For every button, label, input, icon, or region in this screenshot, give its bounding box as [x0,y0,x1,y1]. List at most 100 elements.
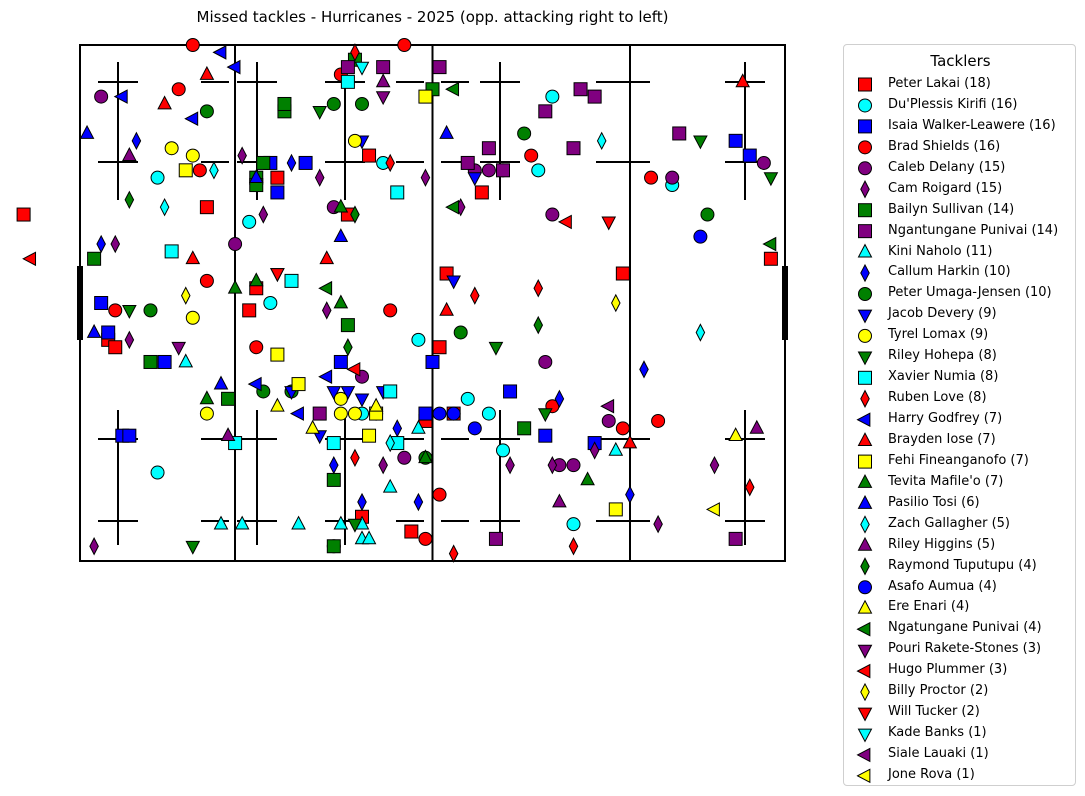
tackle-point-28-1 [346,362,361,377]
tackle-point-29-0 [180,286,191,305]
series-8-markers [178,353,624,545]
tackle-point-16-0 [113,89,128,104]
tackle-point-9-1 [131,131,142,151]
tackle-point-26-3 [762,236,777,252]
tackle-point-5-3 [237,146,247,165]
legend-marker-8 [857,243,873,258]
tackle-point-17-1 [199,65,215,80]
legend-marker-31 [857,728,873,743]
series-7-markers [312,60,743,546]
tackle-point-0-5 [242,303,257,318]
tackle-point-3-10 [644,170,659,185]
series-9-markers [96,131,649,512]
tackle-point-15-2 [350,448,360,468]
tackle-point-14-4 [390,185,405,200]
tackle-point-7-7 [573,82,588,97]
tackle-point-19-4 [333,198,349,213]
tackle-point-1-0 [150,170,165,185]
legend-entry-30: Will Tucker (2) [888,704,980,720]
legend-entry-14: Xavier Numia (8) [888,369,999,385]
legend-title: Tacklers [930,52,991,70]
tackle-point-3-0 [185,38,200,52]
tackle-point-29-1 [611,293,621,313]
tackle-point-3-7 [397,38,412,52]
tackle-point-3-13 [432,487,447,502]
legend-marker-13 [857,351,873,366]
legend-entry-9: Callum Harkin (10) [888,264,1011,280]
legend-marker-26 [856,621,871,637]
legend-entry-22: Riley Higgins (5) [888,536,996,552]
tackle-point-13-4 [537,408,553,423]
tackle-point-5-1 [124,330,135,350]
legend-marker-21 [860,515,870,534]
tackle-point-6-12 [517,421,532,436]
tackle-point-5-5 [314,168,325,187]
legend-entry-23: Raymond Tuputupu (4) [888,557,1037,573]
tackle-point-7-2 [432,60,447,75]
tackle-point-20-3 [248,169,264,184]
legend-entry-0: Peter Lakai (18) [888,76,991,91]
legend-marker-3 [858,140,872,155]
tackle-point-17-3 [319,250,335,265]
tackle-point-11-3 [354,393,370,408]
legend-entry-4: Caleb Delany (15) [888,159,1006,175]
tackle-point-1-1 [242,214,257,229]
tackle-point-4-10 [538,354,553,369]
legend-marker-9 [860,263,870,283]
tackle-point-9-3 [329,455,339,475]
tackle-point-8-7 [213,515,229,530]
tackle-point-22-1 [220,427,236,442]
legend-entry-2: Isaia Walker-Leawere (16) [888,117,1056,133]
tackle-point-0-4 [270,170,285,185]
tackle-point-5-13 [653,514,663,534]
tackle-point-6-4 [256,155,271,170]
tackle-point-2-11 [538,428,553,443]
legend-marker-10 [858,287,872,301]
tackle-point-7-6 [566,141,581,156]
tackle-point-3-4 [108,303,123,318]
tackle-point-14-7 [383,384,398,399]
legend-entry-27: Pouri Rakete-Stones (3) [888,641,1042,657]
tackle-point-0-0 [16,207,31,222]
tackle-point-1-6 [460,391,475,406]
tackle-point-7-4 [481,141,496,156]
tackle-point-22-0 [122,147,137,161]
tackle-point-10-0 [143,303,158,318]
tackle-point-16-4 [247,376,262,392]
tackle-point-8-3 [361,530,377,545]
tackle-point-2-15 [122,428,137,443]
tackle-point-6-9 [340,318,355,333]
tackle-point-3-11 [651,413,666,428]
tackle-point-24-0 [432,406,447,421]
legend-entry-25: Ere Enari (4) [888,599,970,615]
series-17-markers [157,65,751,449]
tackle-point-5-14 [709,455,720,475]
tackle-point-15-7 [350,43,360,62]
tackle-point-2-3 [157,354,172,369]
legend-entries: Peter Lakai (18) Du'Plessis Kirifi (16) Is… [888,74,1058,786]
tackle-point-18-1 [270,347,285,362]
series-29-markers [180,286,621,313]
tackle-point-21-4 [385,433,395,453]
tackle-point-19-6 [580,471,595,486]
tackle-point-3-5 [249,340,264,355]
legend-marker-30 [857,707,873,722]
series-30-markers [270,216,617,283]
legend-entry-10: Peter Umaga-Jensen (10) [888,285,1052,301]
tackle-point-6-6 [326,539,341,554]
tackle-point-5-12 [589,441,600,460]
tackle-point-0-15 [615,266,630,281]
tackle-point-2-6 [298,155,313,170]
tackle-point-7-0 [340,60,355,75]
tackle-point-9-6 [413,492,424,512]
tackle-point-16-1 [184,111,199,127]
series-33-markers [705,502,720,517]
tackle-point-12-4 [333,406,348,421]
tackle-point-23-2 [343,338,353,357]
legend-marker-4 [858,161,872,176]
tackle-point-17-5 [622,434,638,449]
tackle-point-2-1 [101,325,116,340]
tackle-point-5-10 [505,455,515,475]
chart-title: Missed tackles - Hurricanes - 2025 (opp.… [196,8,669,26]
series-31-markers [354,61,370,76]
